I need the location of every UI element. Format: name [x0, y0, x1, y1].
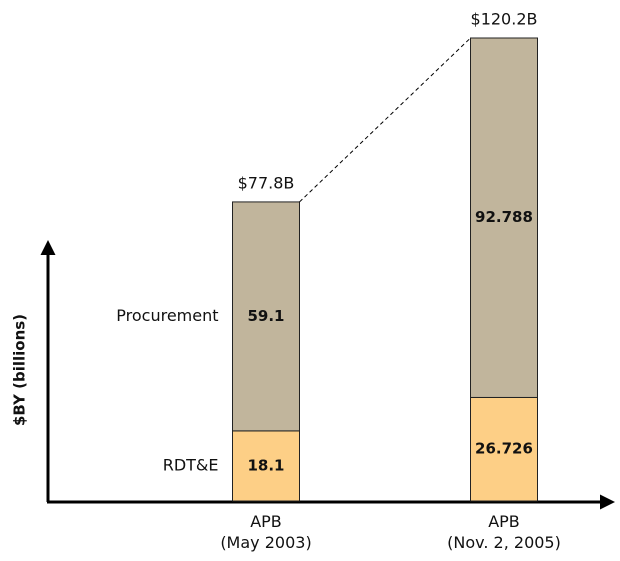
data-label: 18.1: [247, 456, 284, 474]
data-label: 92.788: [475, 208, 533, 226]
data-label: 26.726: [475, 440, 533, 458]
bar-segment: [232, 430, 300, 502]
series-label: Procurement: [116, 306, 218, 325]
bar-segment: [470, 396, 538, 502]
total-label: $77.8B: [238, 173, 295, 192]
total-label: $120.2B: [471, 10, 538, 29]
connector: [299, 37, 471, 203]
x-tick-label: APB (May 2003): [220, 512, 312, 552]
series-label: RDT&E: [163, 455, 219, 474]
bar-segment: [470, 37, 538, 398]
x-tick-label: APB (Nov. 2, 2005): [447, 512, 561, 552]
bar-segment: [232, 201, 300, 432]
data-label: 59.1: [247, 307, 284, 325]
y-axis-label: $BY (billions): [11, 314, 29, 426]
